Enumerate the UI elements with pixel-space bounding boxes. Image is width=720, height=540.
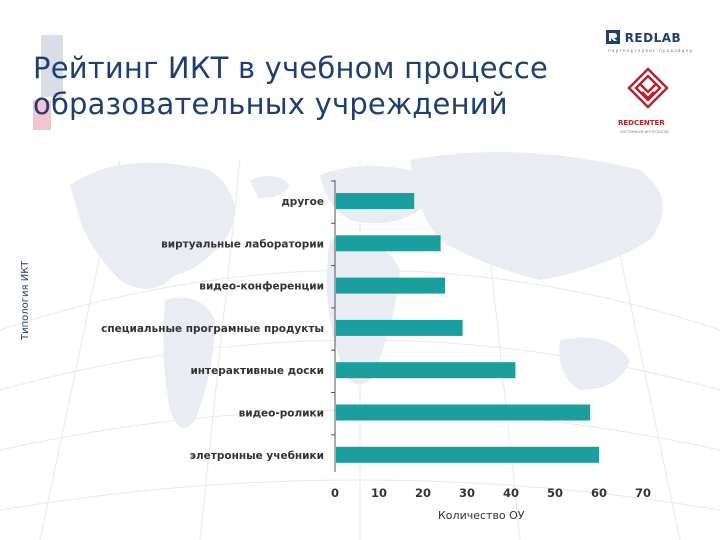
x-tick-label: 50 [547,486,563,500]
bar [336,235,441,252]
x-tick-label: 10 [371,486,387,500]
slide-title: Рейтинг ИКТ в учебном процессе образоват… [33,50,548,122]
category-label: элетронные учебники [190,450,324,462]
category-label: интерактивные доски [190,365,324,377]
brand-logos: REDLAB п а р т н е р с е р в и с - п р о… [606,30,696,136]
bar [336,446,599,463]
bar [336,277,445,294]
title-decoration-accent [33,100,51,130]
x-tick-label: 20 [415,486,431,500]
redcenter-logo-text: REDCENTER [618,119,665,127]
redlab-logo-text: REDLAB [624,31,682,45]
bar [336,404,591,421]
redlab-mark-icon [606,30,620,44]
x-tick-label: 70 [635,486,651,500]
slide-title-line-1: Рейтинг ИКТ в учебном процессе [33,51,549,85]
category-label: виртуальные лаборатории [161,238,324,250]
x-tick-label: 40 [503,486,519,500]
y-axis-label: Типология ИКТ [20,260,31,340]
x-tick-label: 60 [591,486,607,500]
redcenter-mark-icon [627,67,669,109]
category-label: другое [281,196,324,208]
x-tick-label: 30 [459,486,475,500]
bar [336,362,516,379]
redlab-logo: REDLAB [606,30,681,45]
x-tick-label: 0 [331,486,339,500]
title-decoration-block [41,35,63,97]
category-label: специальные програмные продукты [101,323,324,335]
bar [336,193,415,209]
category-label: видео-конференции [199,281,324,293]
slide-title-line-2: образовательных учреждений [33,87,508,121]
category-label: видео-ролики [239,408,324,420]
redcenter-subtitle: системный интегратор [620,129,669,134]
x-axis-label: Количество ОУ [438,509,525,522]
bar [336,319,463,336]
redlab-subtitle: п а р т н е р с е р в и с - п р о в а й … [608,48,693,53]
